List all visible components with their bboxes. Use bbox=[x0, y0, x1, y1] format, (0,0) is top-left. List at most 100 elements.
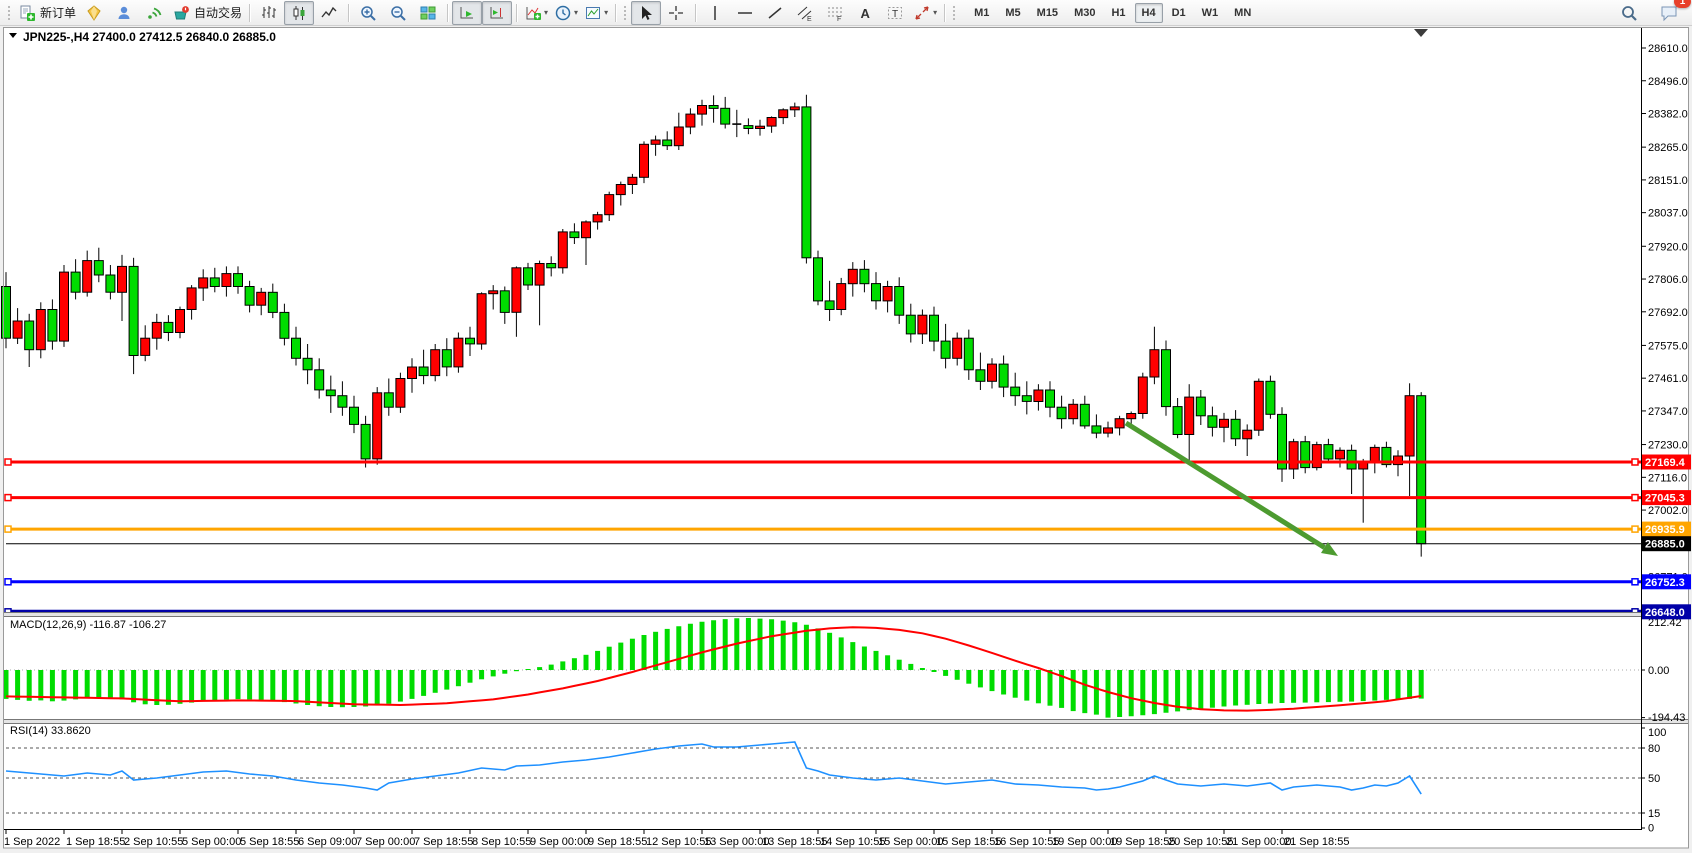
vertical-line-button[interactable] bbox=[700, 1, 730, 25]
hline-27169.4[interactable] bbox=[4, 458, 1641, 466]
candle-body bbox=[1161, 349, 1171, 408]
timeframe-d1-button[interactable]: D1 bbox=[1171, 6, 1186, 19]
tile-windows-button[interactable] bbox=[413, 1, 443, 25]
line-handle[interactable] bbox=[4, 525, 12, 533]
svg-text:27692.0: 27692.0 bbox=[1648, 307, 1688, 319]
candle-body bbox=[24, 320, 35, 351]
metaeditor-button[interactable] bbox=[79, 1, 109, 25]
text-label-button[interactable]: T bbox=[880, 1, 910, 25]
candle-body bbox=[581, 221, 591, 239]
periods-dropdown-icon[interactable]: ▾ bbox=[574, 8, 579, 17]
timeframe-mn-button[interactable]: MN bbox=[1234, 6, 1252, 19]
shapes-button[interactable]: ▾ bbox=[910, 1, 940, 25]
time-axis[interactable]: 1 Sep 2022 1 Sep 18:552 Sep 10:555 Sep 00… bbox=[4, 830, 1349, 848]
panel-splitter-2[interactable] bbox=[4, 719, 1688, 724]
chart-shift-marker-icon[interactable] bbox=[1414, 29, 1428, 37]
timeframe-m30-button[interactable]: M30 bbox=[1074, 6, 1096, 19]
zoom-in-button[interactable] bbox=[353, 1, 383, 25]
zoom-out-button[interactable] bbox=[383, 1, 413, 25]
hline-27045.3[interactable] bbox=[4, 493, 1641, 502]
toolbar-grip[interactable] bbox=[7, 4, 12, 21]
timeframe-h1-button[interactable]: H1 bbox=[1111, 6, 1126, 19]
new-order-button[interactable]: 新订单 bbox=[15, 1, 79, 25]
line-handle[interactable] bbox=[1631, 525, 1639, 533]
candle-body bbox=[383, 392, 394, 408]
toolbar-grip[interactable] bbox=[952, 4, 958, 21]
candle-body bbox=[1033, 389, 1044, 402]
timeframe-m15-button[interactable]: M15 bbox=[1036, 6, 1059, 19]
text-button[interactable]: A bbox=[850, 1, 880, 25]
timeframe-h4-button[interactable]: H4 bbox=[1134, 2, 1163, 23]
candle-body bbox=[372, 392, 383, 460]
line-chart-button[interactable] bbox=[314, 1, 344, 25]
candle-body bbox=[186, 287, 197, 310]
svg-text:T: T bbox=[892, 9, 898, 20]
candle-body bbox=[221, 273, 232, 288]
shapes-dropdown-icon[interactable]: ▾ bbox=[933, 8, 938, 17]
indicators-button[interactable]: ▾ bbox=[521, 1, 551, 25]
candle-body bbox=[998, 363, 1009, 388]
candle-body bbox=[847, 268, 858, 285]
candle-body bbox=[117, 265, 127, 293]
fibonacci-button[interactable]: F bbox=[820, 1, 850, 25]
timeframe-w1-button[interactable]: W1 bbox=[1201, 6, 1219, 19]
toolbar-separator bbox=[695, 3, 697, 22]
oct-collapse-icon[interactable] bbox=[9, 33, 17, 38]
shapes-icon bbox=[915, 5, 929, 20]
hline-26752.3[interactable] bbox=[4, 578, 1641, 586]
vertical-line-icon bbox=[714, 5, 716, 20]
zoom-in-icon bbox=[361, 5, 376, 21]
candlestick-chart-button[interactable] bbox=[284, 0, 315, 25]
cursor-button[interactable] bbox=[631, 0, 662, 25]
candle-body bbox=[1277, 413, 1287, 470]
candle-body bbox=[755, 125, 765, 129]
periods-button[interactable]: ▾ bbox=[551, 1, 581, 25]
line-handle[interactable] bbox=[4, 578, 12, 586]
signals-button[interactable] bbox=[139, 1, 169, 25]
metaeditor-icon bbox=[87, 4, 101, 21]
line-handle[interactable] bbox=[4, 458, 12, 466]
svg-text:-194.43: -194.43 bbox=[1648, 712, 1685, 724]
horizontal-line-button[interactable] bbox=[730, 1, 760, 25]
candle-body bbox=[882, 286, 893, 302]
candle-body bbox=[511, 267, 522, 313]
candle-body bbox=[244, 286, 255, 306]
line-handle[interactable] bbox=[1631, 458, 1639, 466]
line-handle[interactable] bbox=[4, 493, 12, 502]
line-handle[interactable] bbox=[1631, 578, 1639, 586]
candle-body bbox=[1416, 395, 1427, 545]
profile-button[interactable] bbox=[109, 1, 139, 25]
chat-button[interactable]: 1 bbox=[1654, 0, 1691, 25]
price-tag-26885.0: 26885.0 bbox=[1642, 536, 1691, 552]
autotrading-icon bbox=[174, 5, 189, 19]
auto-scroll-button[interactable] bbox=[452, 0, 483, 25]
panel-splitter-1[interactable] bbox=[4, 612, 1688, 617]
svg-text:28610.0: 28610.0 bbox=[1648, 43, 1688, 55]
autotrading-button[interactable]: 自动交易 bbox=[169, 1, 245, 25]
hline-26935.9[interactable] bbox=[4, 525, 1641, 533]
candle-body bbox=[592, 214, 603, 223]
channel-button[interactable]: E bbox=[790, 1, 820, 25]
candle-body bbox=[1300, 441, 1311, 469]
timeframe-m5-button[interactable]: M5 bbox=[1005, 6, 1021, 19]
timeframe-m1-button[interactable]: M1 bbox=[974, 6, 990, 19]
candle-body bbox=[778, 109, 789, 119]
svg-text:0: 0 bbox=[1648, 823, 1654, 835]
candle-body bbox=[82, 260, 93, 293]
crosshair-button[interactable] bbox=[661, 1, 691, 25]
bar-chart-button[interactable] bbox=[254, 1, 284, 25]
templates-button[interactable]: ▾ bbox=[581, 1, 611, 25]
svg-text:19 Sep 18:55: 19 Sep 18:55 bbox=[1110, 836, 1175, 848]
search-button[interactable] bbox=[1614, 1, 1644, 25]
svg-text:28265.0: 28265.0 bbox=[1648, 142, 1688, 154]
toolbar-separator bbox=[516, 3, 518, 22]
templates-dropdown-icon[interactable]: ▾ bbox=[604, 8, 609, 17]
indicators-dropdown-icon[interactable]: ▾ bbox=[544, 8, 549, 17]
candle-body bbox=[488, 290, 499, 295]
svg-text:26648.0: 26648.0 bbox=[1645, 607, 1685, 619]
line-handle[interactable] bbox=[1631, 493, 1639, 502]
toolbar-grip[interactable] bbox=[623, 4, 629, 21]
trendline-button[interactable] bbox=[760, 1, 790, 25]
chart-shift-button[interactable] bbox=[482, 0, 513, 25]
annotation-arrow[interactable] bbox=[1124, 420, 1338, 556]
